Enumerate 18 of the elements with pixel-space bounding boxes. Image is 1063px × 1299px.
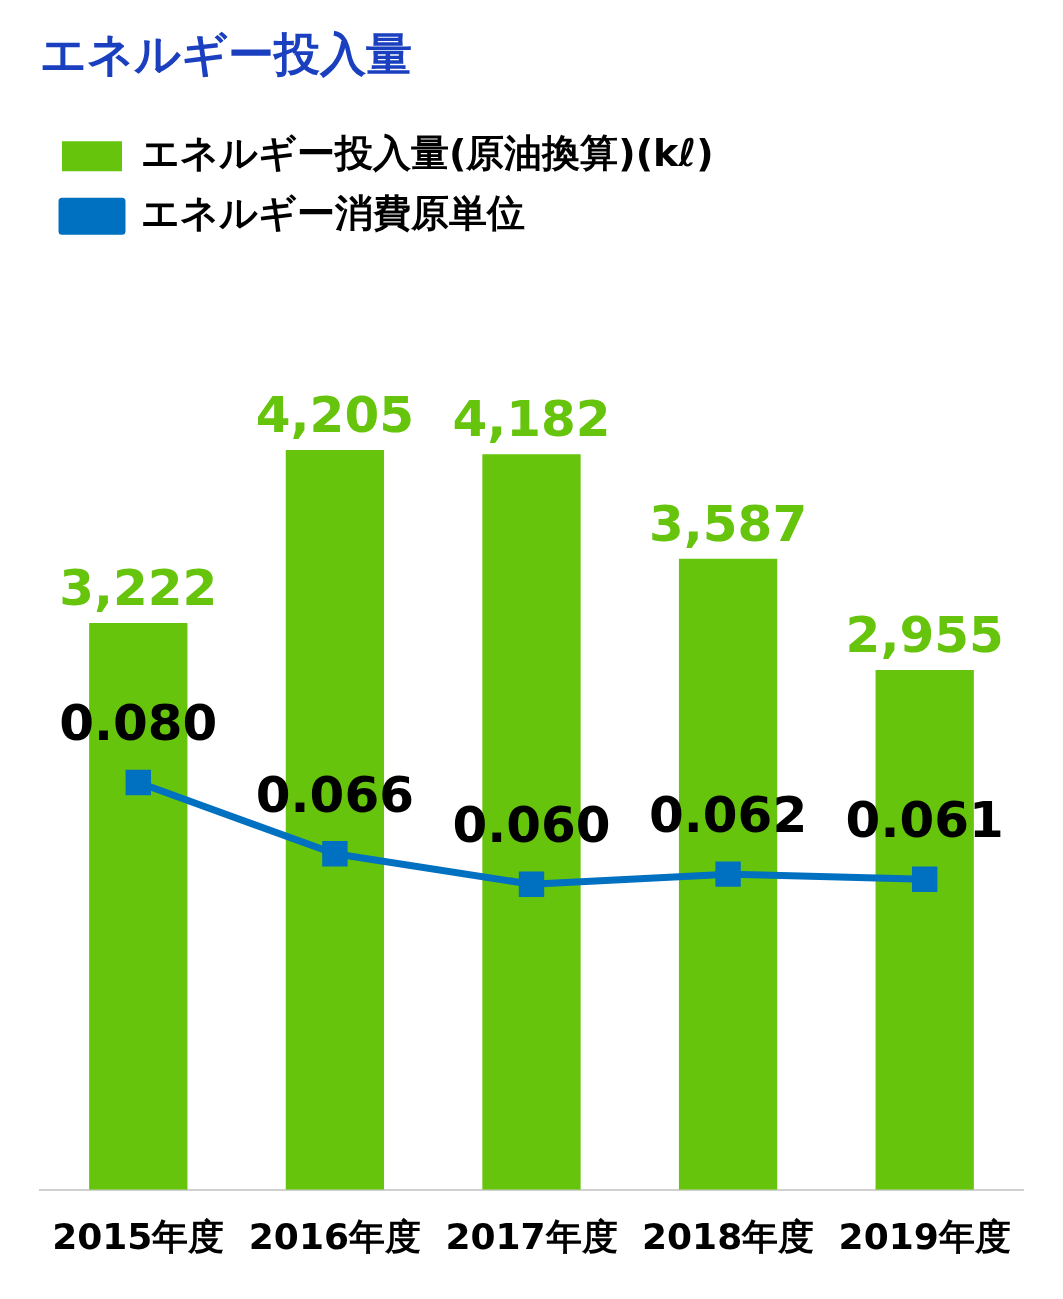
data-label: 3,587 [649, 494, 808, 553]
data-label: 4,205 [255, 386, 414, 445]
data-label: 3,222 [59, 559, 218, 618]
data-label: 4,182 [452, 390, 611, 449]
x-tick-label: 2015年度 [52, 1215, 225, 1257]
point [518, 871, 545, 898]
point [322, 841, 348, 867]
legend-label: エネルギー投入量(原油換算)(kℓ) [141, 131, 714, 176]
point [912, 866, 938, 892]
x-tick-label: 2016年度 [248, 1215, 421, 1257]
legend-label: エネルギー消費原単位 [141, 191, 525, 236]
point [715, 861, 741, 887]
point [125, 769, 151, 796]
x-tick-label: 2018年度 [642, 1215, 815, 1257]
data-label: 2,955 [845, 605, 1004, 664]
x-tick-label: 2019年度 [838, 1215, 1011, 1257]
x-tick-label: 2017年度 [445, 1215, 618, 1257]
chart-title: エネルギー投入量 [40, 26, 412, 81]
